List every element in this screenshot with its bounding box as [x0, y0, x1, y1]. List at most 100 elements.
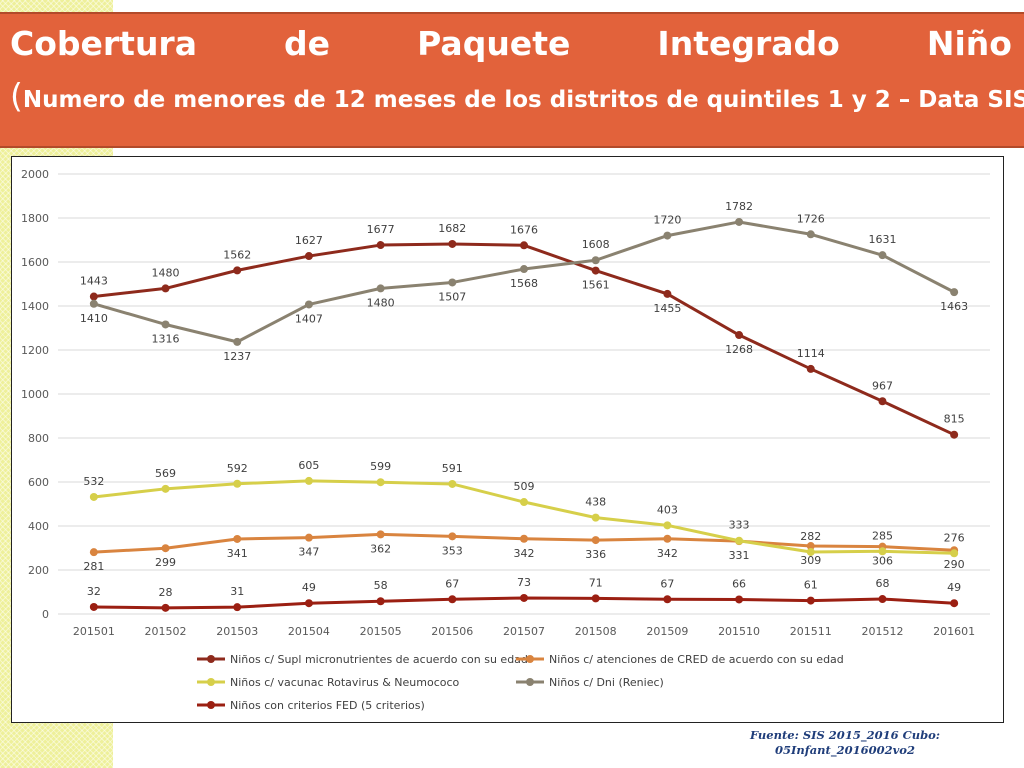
- data-label: 1682: [438, 222, 466, 235]
- data-point: [878, 251, 887, 260]
- data-point: [591, 266, 600, 275]
- data-label: 599: [370, 460, 391, 473]
- data-label: 28: [159, 586, 173, 599]
- data-point: [591, 594, 600, 603]
- data-label: 282: [800, 530, 821, 543]
- data-point: [663, 534, 672, 543]
- data-point: [161, 484, 170, 493]
- title-word: de: [284, 24, 331, 63]
- data-label: 1726: [797, 212, 825, 225]
- x-tick-label: 201508: [575, 625, 617, 638]
- subtitle-open-paren: (: [10, 76, 23, 115]
- data-label: 1608: [582, 238, 610, 251]
- source-line-1: Fuente: SIS 2015_2016 Cubo:: [749, 728, 941, 742]
- data-point: [161, 284, 170, 293]
- data-point: [304, 599, 313, 608]
- source-line-2: 05Infant_2016002vo2: [775, 743, 915, 757]
- data-label: 49: [302, 581, 316, 594]
- data-point: [376, 241, 385, 250]
- data-point: [89, 492, 98, 501]
- data-point: [520, 534, 528, 543]
- subtitle-text: Numero de menores de 12 meses de los dis…: [22, 87, 1024, 113]
- data-label: 336: [585, 548, 606, 561]
- legend-marker: [526, 678, 534, 686]
- x-tick-label: 201510: [718, 625, 760, 638]
- y-tick-label: 1800: [21, 212, 49, 225]
- data-point: [376, 530, 385, 539]
- data-label: 1463: [940, 300, 968, 313]
- data-point: [520, 241, 528, 250]
- chart-frame: 0 200 400 600 800 1000 1200 1400 1600 1800 2000 201…: [11, 156, 1004, 723]
- data-label: 592: [227, 462, 248, 475]
- title-banner: Cobertura de Paquete Integrado Niño ( Nu…: [0, 12, 1024, 148]
- x-tick-label: 201503: [216, 625, 258, 638]
- data-label: 347: [298, 546, 319, 559]
- data-label: 605: [298, 459, 319, 472]
- data-point: [520, 498, 528, 507]
- data-label: 281: [83, 560, 104, 573]
- legend-label: Niños con criterios FED (5 criterios): [230, 699, 425, 712]
- data-point: [806, 596, 815, 605]
- data-point: [806, 230, 815, 239]
- data-point: [806, 542, 815, 551]
- data-label: 967: [872, 379, 893, 392]
- data-label: 309: [800, 554, 821, 567]
- data-point: [950, 288, 959, 297]
- x-tick-label: 201505: [360, 625, 402, 638]
- data-label: 290: [944, 558, 965, 571]
- data-label: 438: [585, 496, 606, 509]
- legend-marker: [207, 655, 215, 663]
- line-chart: 0 200 400 600 800 1000 1200 1400 1600 1800 2000 201…: [21, 168, 990, 712]
- legend-label: Niños c/ vacunac Rotavirus & Neumococo: [230, 676, 460, 689]
- data-label: 815: [944, 413, 965, 426]
- data-point: [233, 337, 242, 346]
- data-label: 532: [83, 475, 104, 488]
- title-word: Integrado: [657, 24, 840, 63]
- data-point: [304, 252, 313, 261]
- y-tick-label: 400: [28, 520, 49, 533]
- x-tick-label: 201506: [431, 625, 473, 638]
- data-label: 1316: [152, 332, 180, 345]
- data-label: 49: [947, 581, 961, 594]
- data-label: 66: [732, 577, 746, 590]
- data-label: 1268: [725, 343, 753, 356]
- source-note: Fuente: SIS 2015_2016 Cubo: 05Infant_201…: [720, 728, 970, 758]
- data-label: 299: [155, 556, 176, 569]
- data-label: 1561: [582, 279, 610, 292]
- y-tick-label: 0: [42, 608, 49, 621]
- data-point: [878, 595, 887, 604]
- data-point: [448, 479, 457, 488]
- data-label: 32: [87, 585, 101, 598]
- data-point: [233, 479, 242, 488]
- legend-marker: [207, 701, 215, 709]
- legend-label: Niños c/ atenciones de CRED de acuerdo c…: [549, 653, 844, 666]
- x-tick-label: 201507: [503, 625, 545, 638]
- data-point: [663, 595, 672, 604]
- data-label: 342: [514, 547, 535, 560]
- y-tick-label: 200: [28, 564, 49, 577]
- title-word: Cobertura: [10, 24, 197, 63]
- data-label: 1562: [223, 248, 251, 261]
- data-label: 353: [442, 544, 463, 557]
- data-label: 1237: [223, 350, 251, 363]
- data-label: 1631: [868, 233, 896, 246]
- data-point: [304, 476, 313, 485]
- data-label: 341: [227, 547, 248, 560]
- slide-title: Cobertura de Paquete Integrado Niño: [10, 24, 1012, 64]
- data-point: [878, 547, 887, 556]
- title-word: Paquete: [417, 24, 571, 63]
- y-tick-label: 1200: [21, 344, 49, 357]
- data-point: [448, 532, 457, 541]
- y-tick-label: 1000: [21, 388, 49, 401]
- data-label: 67: [660, 577, 674, 590]
- data-label: 306: [872, 555, 893, 568]
- data-point: [161, 603, 170, 612]
- x-tick-label: 201502: [145, 625, 187, 638]
- data-point: [663, 289, 672, 298]
- data-point: [89, 292, 98, 301]
- data-label: 333: [729, 519, 750, 532]
- data-label: 1676: [510, 223, 538, 236]
- data-point: [89, 548, 98, 557]
- data-label: 331: [729, 549, 750, 562]
- data-point: [950, 549, 959, 558]
